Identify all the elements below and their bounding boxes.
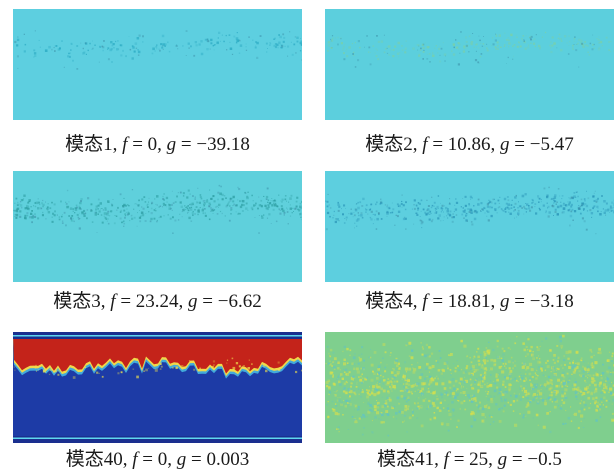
g-symbol: g [176, 449, 187, 470]
f-value: 10.86 [447, 134, 491, 155]
upper-region [13, 332, 302, 374]
mode-field-image-41 [325, 332, 614, 443]
mode-field-image-2 [325, 9, 614, 120]
field-background [13, 171, 302, 282]
speckle-texture [16, 31, 302, 63]
f-symbol: f [422, 291, 428, 312]
mode-caption-4: 模态4, f = 18.81, g = −3.18 [365, 291, 574, 312]
mode-panel-41 [325, 332, 614, 443]
mode-name: 模态41 [377, 449, 435, 470]
mode-caption-1: 模态1, f = 0, g = −39.18 [65, 134, 250, 155]
bottom-border-line [13, 437, 302, 439]
mode-caption-2: 模态2, f = 10.86, g = −5.47 [365, 134, 574, 155]
speckle-texture [13, 357, 302, 379]
g-value: 0.003 [206, 449, 250, 470]
field-background [13, 9, 302, 120]
f-symbol: f [132, 449, 138, 470]
g-value: −5.47 [529, 134, 574, 155]
g-symbol: g [188, 291, 198, 312]
mode-panel-1 [13, 9, 302, 120]
top-border-line [13, 335, 302, 337]
f-symbol: f [110, 291, 116, 312]
f-value: 18.81 [447, 291, 491, 312]
f-value: 23.24 [135, 291, 179, 312]
g-symbol: g [497, 449, 508, 470]
f-symbol: f [422, 134, 428, 155]
bottom-border [13, 436, 302, 443]
mode-panel-3 [13, 171, 302, 282]
mode-caption-41: 模态41, f = 25, g = −0.5 [377, 449, 562, 470]
g-value: −3.18 [529, 291, 574, 312]
f-value: 0 [157, 449, 168, 470]
speckle-texture [330, 31, 595, 68]
mode-field-image-1 [13, 9, 302, 120]
mode-name: 模态3 [53, 291, 101, 312]
field-background [325, 9, 614, 120]
field-background [325, 171, 614, 282]
g-symbol: g [500, 134, 510, 155]
g-value: −0.5 [527, 449, 562, 470]
g-symbol: g [166, 134, 177, 155]
speckle-texture [14, 30, 302, 70]
speckle-texture [14, 184, 301, 234]
mode-name: 模态40 [65, 449, 123, 470]
speckle-texture [325, 332, 614, 433]
mode-field-image-40 [13, 332, 302, 443]
mode-panel-4 [325, 171, 614, 282]
f-symbol: f [443, 449, 449, 470]
speckle-texture [327, 31, 614, 63]
g-value: −39.18 [196, 134, 250, 155]
g-symbol: g [500, 291, 510, 312]
speckle-texture [325, 190, 614, 229]
mode-field-image-4 [325, 171, 614, 282]
mode-name: 模态1 [65, 134, 113, 155]
speckle-texture [325, 186, 607, 235]
f-symbol: f [122, 134, 128, 155]
mode-name: 模态4 [365, 291, 413, 312]
mode-panel-40 [13, 332, 302, 443]
speckle-texture [13, 189, 302, 225]
mode-field-image-3 [13, 171, 302, 282]
mode-caption-3: 模态3, f = 23.24, g = −6.62 [53, 291, 262, 312]
field-background [325, 332, 614, 443]
f-value: 0 [147, 134, 158, 155]
g-value: −6.62 [217, 291, 262, 312]
f-value: 25 [469, 449, 489, 470]
mode-caption-40: 模态40, f = 0, g = 0.003 [65, 449, 250, 470]
speckle-texture [326, 335, 614, 437]
mode-panel-2 [325, 9, 614, 120]
mode-name: 模态2 [365, 134, 413, 155]
